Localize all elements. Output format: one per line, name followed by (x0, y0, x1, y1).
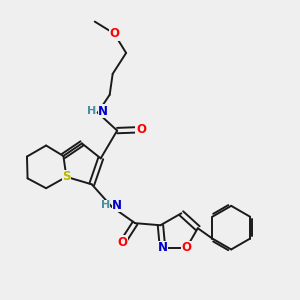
Text: N: N (98, 105, 108, 118)
Text: O: O (136, 123, 146, 136)
Text: S: S (62, 170, 70, 183)
Text: N: N (112, 199, 122, 212)
Text: N: N (158, 242, 167, 254)
Text: H: H (100, 200, 110, 210)
Text: O: O (182, 242, 191, 254)
Text: H: H (86, 106, 96, 116)
Text: O: O (109, 27, 119, 40)
Text: O: O (118, 236, 128, 249)
